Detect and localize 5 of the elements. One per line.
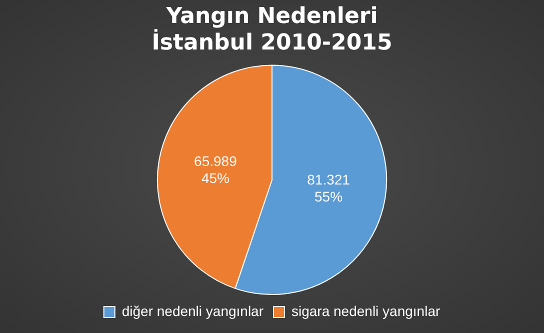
data-label: 81.321 55% bbox=[307, 172, 350, 205]
data-label: 65.989 45% bbox=[194, 152, 238, 186]
legend-label: sigara nedenli yangınlar bbox=[292, 302, 440, 319]
chart-title: Yangın Nedenleri İstanbul 2010-2015 bbox=[152, 4, 392, 56]
legend-label: diğer nedenli yangınlar bbox=[122, 302, 264, 319]
